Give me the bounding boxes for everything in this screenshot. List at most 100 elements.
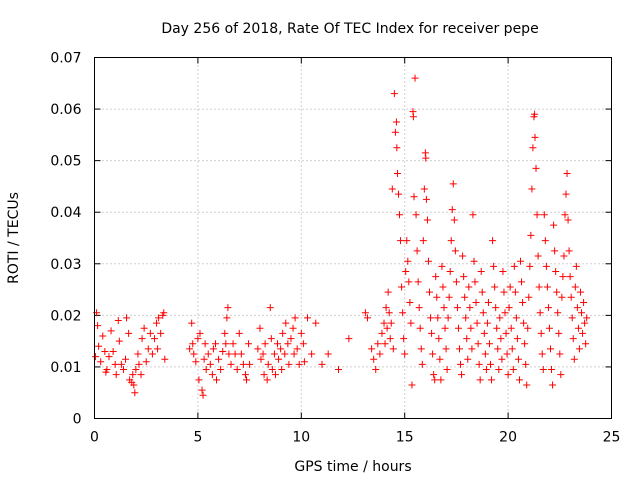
x-tick-label: 15: [396, 430, 414, 446]
data-point: [526, 262, 534, 270]
data-point: [154, 345, 162, 353]
data-point: [533, 211, 541, 219]
data-point: [582, 340, 590, 348]
data-point: [412, 211, 420, 219]
data-point: [304, 314, 312, 322]
data-point: [361, 309, 369, 317]
data-point: [496, 314, 504, 322]
data-point: [437, 376, 445, 384]
data-point: [583, 314, 591, 322]
data-point: [430, 371, 438, 379]
data-point: [202, 366, 210, 374]
data-point: [429, 350, 437, 358]
data-point: [515, 376, 523, 384]
data-point: [565, 247, 573, 255]
data-point: [416, 324, 424, 332]
data-point: [131, 389, 139, 397]
data-point: [471, 278, 479, 286]
data-point: [431, 376, 439, 384]
data-point: [507, 324, 515, 332]
x-tick-label: 20: [499, 430, 517, 446]
data-point: [284, 340, 292, 348]
data-point: [457, 360, 465, 368]
data-point: [462, 314, 470, 322]
data-point: [138, 335, 146, 343]
data-point: [297, 329, 305, 337]
data-point: [101, 347, 109, 355]
data-point: [446, 268, 454, 276]
data-point: [464, 355, 472, 363]
data-point: [398, 283, 406, 291]
data-point: [466, 304, 474, 312]
data-point: [208, 371, 216, 379]
data-point: [94, 322, 102, 330]
data-point: [295, 360, 303, 368]
data-point: [411, 74, 419, 82]
data-point: [279, 329, 287, 337]
data-point: [92, 353, 100, 361]
data-point: [544, 304, 552, 312]
data-point: [189, 340, 197, 348]
data-point: [277, 345, 285, 353]
data-point: [382, 304, 390, 312]
data-point: [408, 381, 416, 389]
data-point: [450, 216, 458, 224]
data-point: [99, 332, 107, 340]
data-point: [119, 366, 127, 374]
plot-frame: [94, 57, 612, 419]
data-point: [474, 340, 482, 348]
y-tick-label: 0.04: [50, 205, 81, 221]
data-point: [513, 335, 521, 343]
data-point: [422, 154, 430, 162]
data-point: [271, 371, 279, 379]
data-point: [194, 335, 202, 343]
data-point: [235, 329, 243, 337]
y-tick-label: 0.02: [50, 308, 81, 324]
data-point: [404, 257, 412, 265]
data-point: [266, 304, 274, 312]
data-point: [541, 237, 549, 245]
data-point: [370, 355, 378, 363]
data-point: [281, 350, 289, 358]
data-point: [465, 283, 473, 291]
y-tick-label: 0.03: [50, 257, 81, 273]
data-point: [460, 273, 468, 281]
data-point: [186, 345, 194, 353]
data-point: [396, 211, 404, 219]
data-point: [282, 319, 290, 327]
data-point: [574, 324, 582, 332]
data-point: [259, 350, 267, 358]
data-point: [436, 355, 444, 363]
data-point: [231, 350, 239, 358]
data-point: [225, 350, 233, 358]
data-point: [438, 262, 446, 270]
data-point: [520, 319, 528, 327]
data-point: [552, 268, 560, 276]
x-axis-label: GPS time / hours: [294, 459, 411, 475]
data-point: [254, 345, 262, 353]
data-point: [491, 283, 499, 291]
data-point: [137, 371, 145, 379]
data-point: [406, 298, 414, 306]
data-point: [146, 329, 154, 337]
data-point: [550, 221, 558, 229]
data-point: [335, 366, 343, 374]
data-point: [378, 329, 386, 337]
data-point: [233, 366, 241, 374]
data-point: [490, 262, 498, 270]
data-point: [112, 371, 120, 379]
data-point: [198, 386, 206, 394]
data-point: [562, 190, 570, 198]
data-point: [264, 360, 272, 368]
data-point: [114, 317, 122, 325]
data-point: [569, 335, 577, 343]
data-point: [417, 345, 425, 353]
data-point: [97, 358, 105, 366]
y-axis-label: ROTI / TECUs: [6, 192, 22, 284]
data-point: [256, 324, 264, 332]
data-point: [483, 319, 491, 327]
data-point: [522, 360, 530, 368]
data-point: [581, 319, 589, 327]
data-point: [215, 355, 223, 363]
